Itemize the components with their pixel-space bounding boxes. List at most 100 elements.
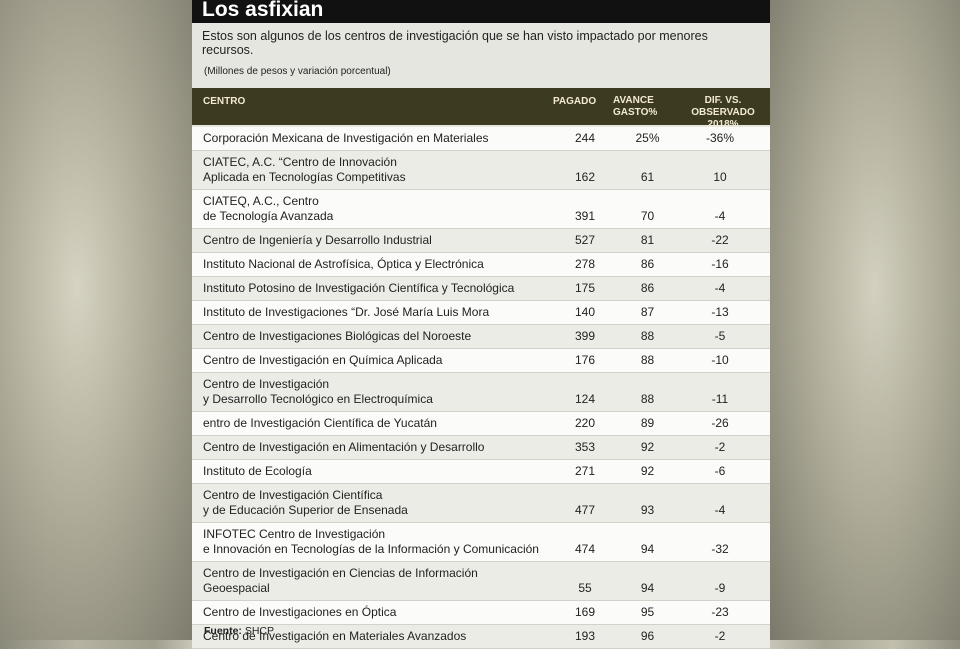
source: Fuente: SHCP <box>204 625 274 637</box>
centro-cell: Instituto Nacional de Astrofísica, Óptic… <box>203 257 484 271</box>
table-row: Centro de Investigación en Química Aplic… <box>192 348 770 373</box>
avance-gasto-cell: 87 <box>640 305 655 319</box>
column-header: AVANCE GASTO% <box>613 95 658 118</box>
centro-cell: INFOTEC Centro de Investigación e Innova… <box>203 527 539 556</box>
pagado-cell: 278 <box>574 257 596 271</box>
dif-observado-cell: -36% <box>705 131 734 145</box>
source-value: SHCP <box>244 625 275 637</box>
centro-cell: Instituto Potosino de Investigación Cien… <box>203 281 515 295</box>
pagado-cell: 140 <box>574 305 596 319</box>
centro-cell: CIATEC, A.C. “Centro de Innovación Aplic… <box>203 155 406 184</box>
table-header: CENTRO PAGADO AVANCE GASTO% DIF. VS. OBS… <box>192 88 770 130</box>
table-row: INFOTEC Centro de Investigación e Innova… <box>192 522 770 562</box>
dif-observado-cell: -4 <box>714 209 726 223</box>
avance-gasto-cell: 92 <box>640 440 655 454</box>
avance-gasto-cell: 88 <box>640 392 655 406</box>
pagado-cell: 477 <box>574 503 596 517</box>
pagado-cell: 244 <box>574 131 596 145</box>
note: (Millones de pesos y variación porcentua… <box>204 66 391 77</box>
dif-observado-cell: -2 <box>714 440 726 454</box>
dif-observado-cell: -9 <box>714 581 726 595</box>
centro-cell: Centro de Investigaciones en Óptica <box>203 605 397 619</box>
dif-observado-cell: -5 <box>714 329 726 343</box>
avance-gasto-cell: 93 <box>640 503 655 517</box>
column-header: DIF. VS. OBSERVADO 2018% <box>691 95 755 130</box>
avance-gasto-cell: 86 <box>640 281 655 295</box>
pagado-cell: 474 <box>574 542 596 556</box>
dif-observado-cell: -13 <box>711 305 729 319</box>
avance-gasto-cell: 92 <box>640 464 655 478</box>
table-row: Centro de Investigación y Desarrollo Tec… <box>192 372 770 412</box>
table-row: CIATEQ, A.C., Centro de Tecnología Avanz… <box>192 189 770 229</box>
background-left <box>0 0 192 640</box>
avance-gasto-cell: 88 <box>640 353 655 367</box>
avance-gasto-cell: 86 <box>640 257 655 271</box>
table-row: Centro de Investigaciones Biológicas del… <box>192 324 770 349</box>
dif-observado-cell: -6 <box>714 464 726 478</box>
pagado-cell: 271 <box>574 464 596 478</box>
table-row: CIATEC, A.C. “Centro de Innovación Aplic… <box>192 150 770 190</box>
pagado-cell: 176 <box>574 353 596 367</box>
centro-cell: Instituto de Ecología <box>203 464 312 478</box>
source-label: Fuente: <box>204 625 242 637</box>
centro-cell: Centro de Ingeniería y Desarrollo Indust… <box>203 233 432 247</box>
avance-gasto-cell: 94 <box>640 581 655 595</box>
centro-cell: Centro de Investigaciones Biológicas del… <box>203 329 472 343</box>
pagado-cell: 124 <box>574 392 596 406</box>
pagado-cell: 353 <box>574 440 596 454</box>
table-row: Centro de Investigación en Alimentación … <box>192 435 770 460</box>
table-row: Instituto Potosino de Investigación Cien… <box>192 276 770 301</box>
dif-observado-cell: -22 <box>711 233 729 247</box>
table-row: Centro de Investigación en Ciencias de I… <box>192 561 770 601</box>
pagado-cell: 169 <box>574 605 596 619</box>
centro-cell: Corporación Mexicana de Investigación en… <box>203 131 489 145</box>
table-row: Centro de Investigación Científica y de … <box>192 483 770 523</box>
avance-gasto-cell: 96 <box>640 629 655 643</box>
infographic: Los asfixian Estos son algunos de los ce… <box>192 0 770 649</box>
dif-observado-cell: -16 <box>711 257 729 271</box>
dif-observado-cell: 10 <box>713 170 727 184</box>
pagado-cell: 399 <box>574 329 596 343</box>
pagado-cell: 162 <box>574 170 596 184</box>
title-bar: Los asfixian <box>192 0 770 23</box>
centro-cell: Centro de Investigación en Química Aplic… <box>203 353 443 367</box>
subtitle: Estos son algunos de los centros de inve… <box>202 29 708 57</box>
dif-observado-cell: -11 <box>711 392 729 406</box>
pagado-cell: 193 <box>574 629 596 643</box>
centro-cell: CIATEQ, A.C., Centro de Tecnología Avanz… <box>203 194 334 223</box>
centro-cell: Centro de Investigación en Ciencias de I… <box>203 566 478 595</box>
column-header: CENTRO <box>203 96 246 107</box>
centro-cell: Centro de Investigación Científica y de … <box>203 488 408 517</box>
pagado-cell: 527 <box>574 233 596 247</box>
centro-cell: Instituto de Investigaciones “Dr. José M… <box>203 305 490 319</box>
pagado-cell: 55 <box>578 581 592 595</box>
title: Los asfixian <box>202 0 324 21</box>
table-row: Instituto Nacional de Astrofísica, Óptic… <box>192 252 770 277</box>
dif-observado-cell: -23 <box>711 605 729 619</box>
table-row: Corporación Mexicana de Investigación en… <box>192 127 770 151</box>
avance-gasto-cell: 88 <box>640 329 655 343</box>
table-row: Instituto de Ecología 271 92 -6 <box>192 459 770 484</box>
avance-gasto-cell: 81 <box>640 233 655 247</box>
pagado-cell: 220 <box>574 416 596 430</box>
dif-observado-cell: -26 <box>711 416 729 430</box>
background-right <box>770 0 960 640</box>
table-row: Instituto de Investigaciones “Dr. José M… <box>192 300 770 325</box>
pagado-cell: 175 <box>574 281 596 295</box>
centro-cell: Centro de Investigación y Desarrollo Tec… <box>203 377 433 406</box>
avance-gasto-cell: 70 <box>640 209 655 223</box>
table-row: entro de Investigación Científica de Yuc… <box>192 411 770 436</box>
data-table: Corporación Mexicana de Investigación en… <box>192 127 770 649</box>
pagado-cell: 391 <box>574 209 596 223</box>
dif-observado-cell: -2 <box>714 629 726 643</box>
avance-gasto-cell: 94 <box>640 542 655 556</box>
dif-observado-cell: -4 <box>714 503 726 517</box>
table-row: Centro de Ingeniería y Desarrollo Indust… <box>192 228 770 253</box>
table-row: Centro de Investigación en Materiales Av… <box>192 624 770 649</box>
centro-cell: entro de Investigación Científica de Yuc… <box>203 416 437 430</box>
avance-gasto-cell: 95 <box>640 605 655 619</box>
dif-observado-cell: -10 <box>711 353 729 367</box>
dif-observado-cell: -4 <box>714 281 726 295</box>
centro-cell: Centro de Investigación en Alimentación … <box>203 440 485 454</box>
